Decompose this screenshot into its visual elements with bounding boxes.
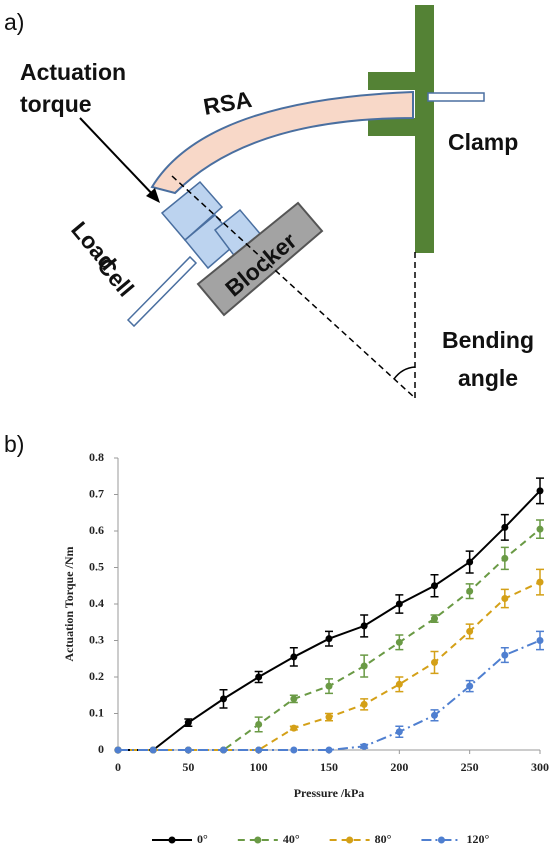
- data-point: [501, 651, 509, 659]
- label: Actuation: [20, 59, 126, 85]
- angle-arc: [393, 366, 416, 380]
- label: Bending: [442, 327, 534, 353]
- load-cell-rod: [126, 255, 198, 328]
- data-point: [184, 719, 192, 727]
- data-point: [255, 673, 263, 681]
- load-cell: [160, 180, 224, 242]
- data-point: [395, 600, 403, 608]
- series-line: [118, 581, 541, 751]
- y-tick-label: 0.3: [89, 632, 104, 646]
- data-point: [395, 680, 403, 688]
- y-tick-label: 0.6: [89, 523, 104, 537]
- data-point: [325, 682, 333, 690]
- data-point: [360, 742, 368, 750]
- y-tick-label: 0.2: [89, 669, 104, 683]
- rsa-actuator: [150, 90, 414, 195]
- legend-marker: [437, 836, 445, 844]
- y-tick-label: 0.5: [89, 559, 104, 573]
- data-point: [149, 746, 157, 754]
- diagram: a) Actuation torque RSA Clamp Load Cell …: [4, 5, 534, 399]
- clamp-jaw: [368, 118, 416, 136]
- data-point: [395, 638, 403, 646]
- legend-label: 80°: [375, 832, 392, 846]
- legend-label: 40°: [283, 832, 300, 846]
- y-tick-label: 0.4: [89, 596, 104, 610]
- x-tick-label: 250: [461, 760, 479, 774]
- data-point: [184, 746, 192, 754]
- y-tick-label: 0.7: [89, 486, 104, 500]
- data-point: [536, 578, 544, 586]
- series-line: [118, 639, 541, 751]
- dashed-line: [171, 175, 416, 399]
- panel-label: a): [4, 9, 24, 35]
- label: RSA: [201, 86, 253, 120]
- legend-marker: [254, 836, 262, 844]
- legend-marker: [168, 836, 176, 844]
- data-point: [501, 595, 509, 603]
- data-point: [325, 635, 333, 643]
- data-point: [360, 662, 368, 670]
- data-point: [431, 658, 438, 666]
- series-line: [118, 490, 541, 751]
- y-tick-label: 0.8: [89, 450, 104, 464]
- panel-label: b): [4, 431, 24, 457]
- data-point: [290, 746, 298, 754]
- data-point: [431, 711, 438, 719]
- y-axis-label: Actuation Torque /Nm: [62, 546, 76, 661]
- y-tick-label: 0.1: [89, 705, 104, 719]
- x-tick-label: 50: [182, 760, 194, 774]
- x-tick-label: 150: [320, 760, 338, 774]
- arrow: [79, 117, 157, 199]
- data-point: [536, 637, 544, 644]
- clamp-bar: [415, 5, 434, 253]
- tube: [427, 92, 485, 102]
- data-point: [501, 523, 509, 531]
- data-point: [431, 615, 438, 623]
- label: angle: [458, 365, 518, 391]
- data-point: [290, 695, 298, 703]
- data-point: [466, 558, 474, 566]
- data-point: [325, 746, 333, 754]
- data-point: [536, 525, 544, 533]
- x-tick-label: 0: [115, 760, 121, 774]
- data-point: [255, 746, 263, 754]
- legend-marker: [346, 836, 354, 844]
- data-point: [501, 554, 509, 562]
- x-axis-label: Pressure /kPa: [294, 786, 365, 800]
- legend-label: 120°: [466, 832, 489, 846]
- data-point: [536, 487, 544, 495]
- data-point: [325, 713, 333, 721]
- data-point: [466, 627, 474, 635]
- x-tick-label: 200: [390, 760, 408, 774]
- data-point: [290, 724, 298, 732]
- y-tick-label: 0: [98, 742, 104, 756]
- data-point: [220, 695, 227, 703]
- data-point: [290, 653, 298, 661]
- data-point: [220, 746, 227, 754]
- clamp-jaw: [368, 72, 416, 90]
- data-point: [395, 728, 403, 736]
- data-point: [360, 700, 368, 708]
- label: torque: [20, 91, 92, 117]
- arrow-head: [146, 188, 160, 203]
- data-point: [114, 746, 122, 754]
- label: Clamp: [448, 129, 518, 155]
- x-tick-label: 100: [250, 760, 268, 774]
- data-point: [431, 582, 438, 590]
- data-point: [255, 720, 263, 728]
- x-tick-label: 300: [531, 760, 549, 774]
- data-point: [466, 682, 474, 690]
- blocker: [196, 201, 324, 317]
- data-point: [466, 587, 474, 595]
- legend-label: 0°: [197, 832, 208, 846]
- data-point: [360, 622, 368, 630]
